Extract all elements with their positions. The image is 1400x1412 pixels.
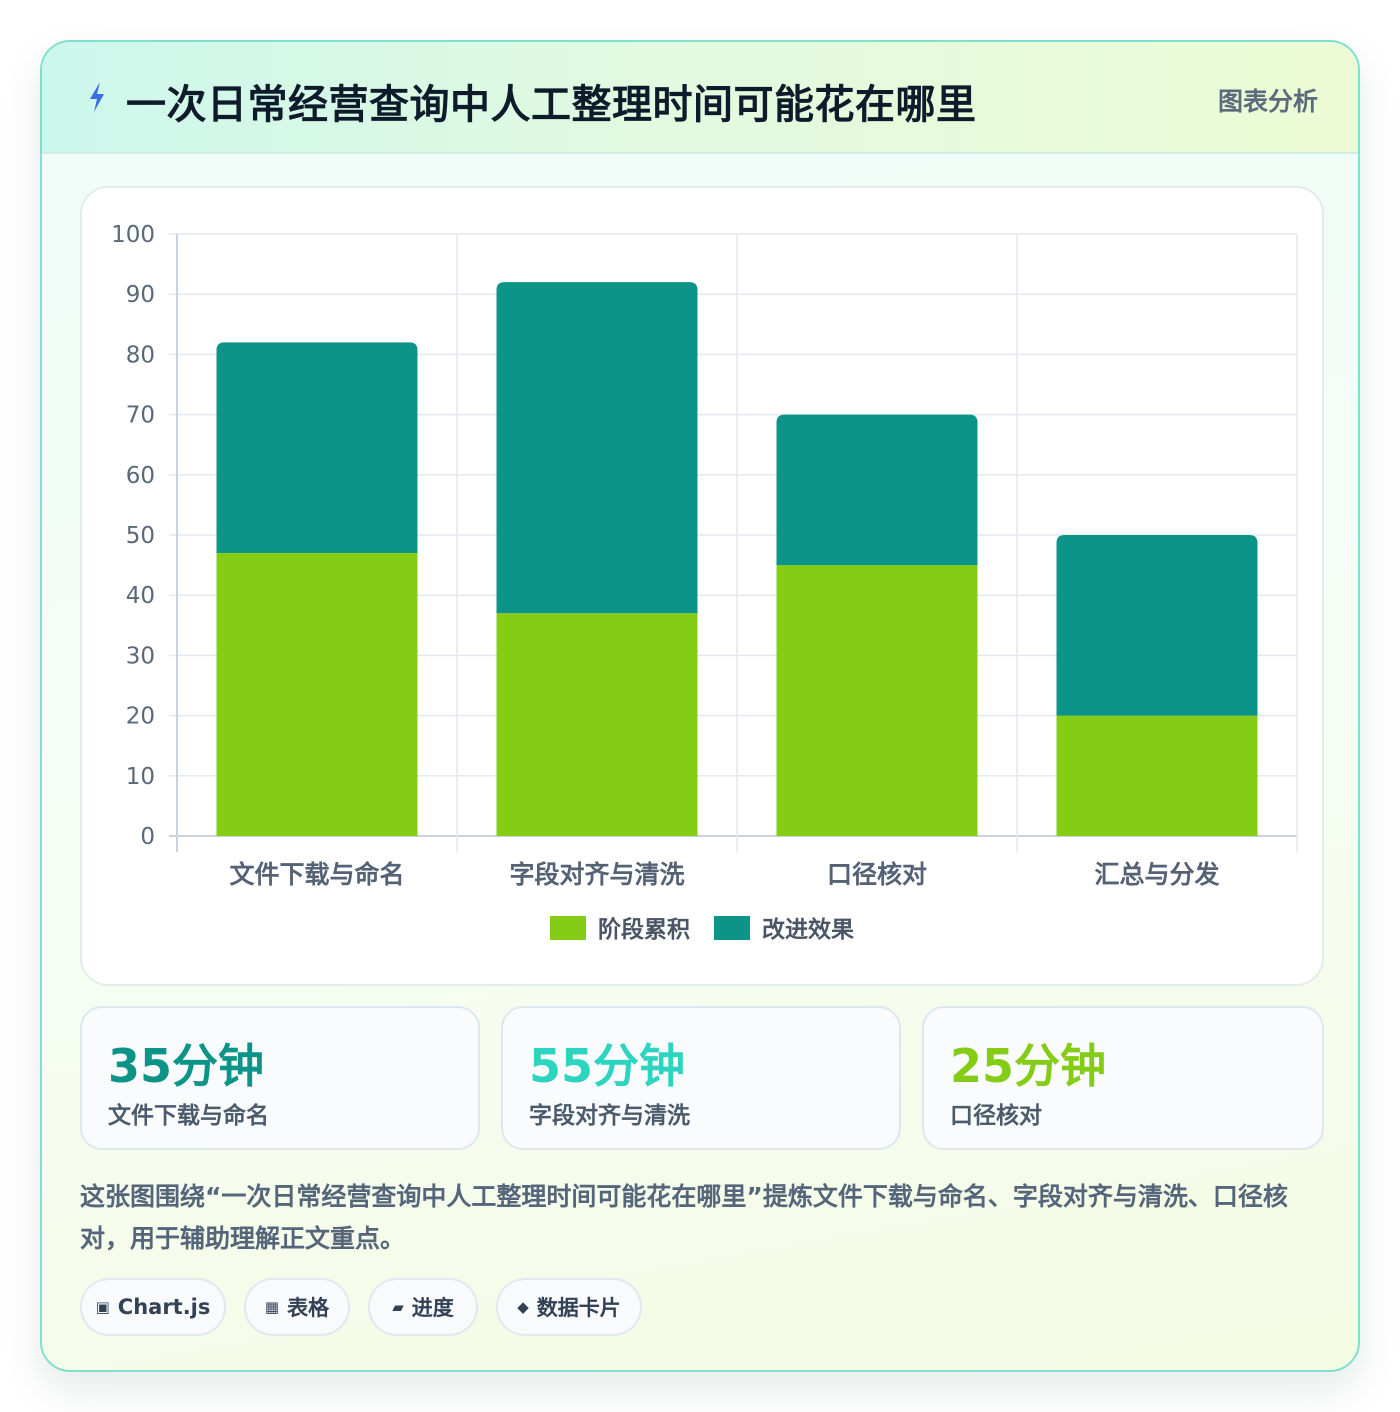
x-tick-label: 文件下载与命名 xyxy=(229,860,404,889)
chip-label: 表格 xyxy=(287,1296,330,1320)
bar xyxy=(216,553,418,836)
chip-progress[interactable]: ▰ 进度 xyxy=(368,1278,478,1336)
x-tick-label: 口径核对 xyxy=(827,860,927,889)
legend-label: 阶段累积 xyxy=(598,916,690,943)
chip-table[interactable]: ▦ 表格 xyxy=(244,1278,350,1336)
kpi-card-check: 25分钟 口径核对 xyxy=(922,1006,1324,1150)
lightning-icon xyxy=(90,82,104,112)
kpi-label: 字段对齐与清洗 xyxy=(529,1103,690,1129)
table-icon: ▦ xyxy=(264,1298,280,1316)
chart-card: 一次日常经营查询中人工整理时间可能花在哪里 图表分析 0 10 20 30 40 50 60… xyxy=(40,40,1360,1372)
kpi-value: 25分钟 xyxy=(950,1039,1107,1093)
chart-icon: ▣ xyxy=(95,1298,110,1316)
bar xyxy=(776,565,978,836)
bar xyxy=(216,342,418,554)
y-tick-label: 70 xyxy=(126,403,155,429)
kpi-card-cleaning: 55分钟 字段对齐与清洗 xyxy=(501,1006,901,1150)
x-tick-label: 汇总与分发 xyxy=(1094,860,1219,889)
chip-data-card[interactable]: ◆ 数据卡片 xyxy=(496,1278,642,1336)
y-tick-label: 90 xyxy=(126,282,155,308)
y-tick-label: 0 xyxy=(140,824,155,850)
chart-panel: 0 10 20 30 40 50 60 70 80 90 100 文件下载与命名 字段对齐与清洗 口径核对… xyxy=(80,186,1324,986)
stacked-bar-chart: 0 10 20 30 40 50 60 70 80 90 100 文件下载与命名 字段对齐与清洗 口径核对… xyxy=(111,222,1298,943)
legend-swatch xyxy=(550,916,586,940)
y-tick-label: 40 xyxy=(126,583,155,609)
page-title: 一次日常经营查询中人工整理时间可能花在哪里 xyxy=(126,82,977,128)
legend-label: 改进效果 xyxy=(762,916,854,943)
bar xyxy=(496,282,698,614)
data-card-icon: ◆ xyxy=(517,1298,529,1316)
y-tick-label: 10 xyxy=(126,764,155,790)
y-tick-label: 60 xyxy=(126,463,155,489)
y-tick-label: 20 xyxy=(126,704,155,730)
kpi-label: 文件下载与命名 xyxy=(108,1103,269,1129)
bar xyxy=(1056,535,1258,716)
y-tick-label: 80 xyxy=(126,342,155,368)
y-tick-label: 100 xyxy=(111,222,155,248)
chip-label: 数据卡片 xyxy=(536,1296,621,1320)
bar xyxy=(496,613,698,836)
summary-text: 这张图围绕“一次日常经营查询中人工整理时间可能花在哪里”提炼文件下载与命名、字段… xyxy=(80,1182,1288,1253)
bar xyxy=(1056,715,1258,836)
kpi-value: 55分钟 xyxy=(529,1039,686,1093)
legend-swatch xyxy=(714,916,750,940)
y-tick-label: 30 xyxy=(126,643,155,669)
kpi-card-download: 35分钟 文件下载与命名 xyxy=(80,1006,480,1150)
y-tick-label: 50 xyxy=(126,523,155,549)
chip-label: 进度 xyxy=(411,1296,454,1320)
bar xyxy=(776,414,978,566)
kpi-value: 35分钟 xyxy=(108,1039,265,1093)
card-header: 一次日常经营查询中人工整理时间可能花在哪里 图表分析 xyxy=(42,42,1358,154)
x-tick-label: 字段对齐与清洗 xyxy=(509,860,684,889)
chip-label: Chart.js xyxy=(117,1295,211,1319)
progress-icon: ▰ xyxy=(392,1298,404,1316)
chart-analysis-tag: 图表分析 xyxy=(1217,87,1318,116)
kpi-label: 口径核对 xyxy=(950,1103,1042,1129)
chip-chartjs[interactable]: ▣ Chart.js xyxy=(80,1278,226,1336)
